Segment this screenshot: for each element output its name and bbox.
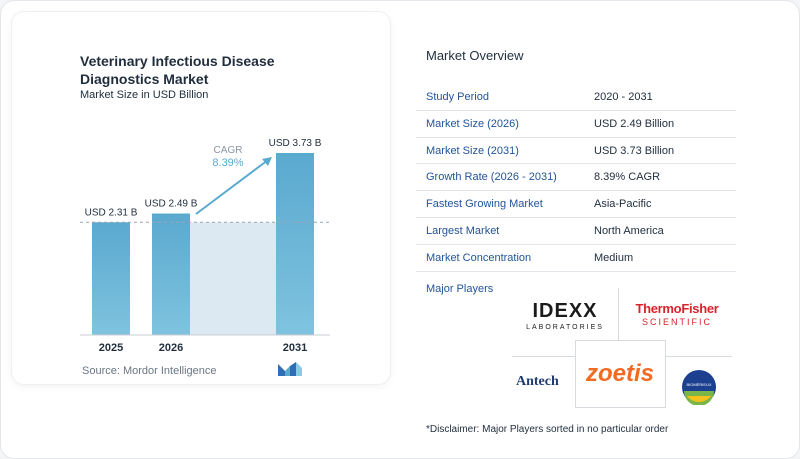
overview-row-label: Growth Rate (2026 - 2031) [426,171,557,184]
overview-row-value: 8.39% CAGR [594,171,661,184]
thermofisher-logo: ThermoFisher SCIENTIFIC [624,301,730,327]
overview-row-label: Study Period [426,91,489,103]
idexx-logo-text: IDEXX [532,300,598,322]
overview-row-value: Asia-Pacific [594,198,652,211]
overview-row-value: North America [594,224,664,237]
zoetis-logo-box [575,340,666,408]
overview-row: Market Size (2031) USD 3.73 Billion [416,138,736,165]
overview-table: Study Period 2020 - 2031 Market Size (2026… [416,84,736,272]
mordor-logo-icon [278,362,302,376]
cagr-label: CAGR [214,145,243,156]
overview-row-label: Largest Market [426,224,500,237]
data-label: USD 2.49 B [145,199,198,210]
cagr-arrowhead [262,157,272,166]
overview-row-label: Fastest Growing Market [426,198,543,211]
overview-row-value: 2020 - 2031 [594,91,653,103]
thermofisher-logo-subtext: SCIENTIFIC [641,317,712,327]
overview-row: Market Size (2026) USD 2.49 Billion [416,111,736,138]
overview-row: Study Period 2020 - 2031 [416,84,736,111]
logo-divider [618,288,619,340]
idexx-logo: IDEXX LABORATORIES [520,300,610,331]
overview-row-value: USD 2.49 Billion [594,117,675,130]
idexx-logo-subtext: LABORATORIES [526,324,604,331]
disclaimer-text: *Disclaimer: Major Players sorted in no … [426,424,669,435]
chart-subtitle: Market Size in USD Billion [80,89,209,101]
overview-row: Largest Market North America [416,218,736,245]
overview-title: Market Overview [426,48,524,63]
biomerieux-logo-text: BIOMÉRIEUX [686,382,711,387]
cagr-arrow [195,159,269,215]
overview-row-value: USD 3.73 Billion [594,144,675,157]
major-players-title: Major Players [426,283,494,295]
overview-row-label: Market Size (2026) [426,117,519,130]
bar-chart: USD 2.31 B 2025 USD 2.49 B 2026 USD 3.73 B 20… [80,138,330,354]
growth-band [190,222,276,335]
chart-title: Veterinary Infectious Disease Diagnostic… [80,53,275,87]
zoetis-logo: zoetis [586,360,655,387]
overview-row: Growth Rate (2026 - 2031) 8.39% CAGR [416,164,736,192]
data-label: USD 3.73 B [269,138,322,149]
biomerieux-logo-icon: BIOMÉRIEUX [682,370,716,405]
bar-2025 [92,222,130,335]
data-label: USD 2.31 B [85,207,138,218]
thermofisher-logo-text: ThermoFisher [635,301,719,316]
overview-row: Fastest Growing Market Asia-Pacific [416,191,736,218]
overview-row: Market Concentration Medium [416,245,736,272]
overview-row-value: Medium [594,251,634,264]
overview-row-label: Market Size (2031) [426,144,519,157]
antech-logo: Antech [516,374,559,389]
source-text: Source: Mordor Intelligence [82,365,217,377]
cagr-value: 8.39% [212,157,243,169]
x-tick-label: 2031 [283,342,307,354]
bar-2026 [152,213,190,335]
overview-row-label: Market Concentration [426,251,532,264]
x-tick-label: 2026 [159,342,183,354]
x-tick-label: 2025 [99,342,123,354]
bar-2031 [276,153,314,335]
